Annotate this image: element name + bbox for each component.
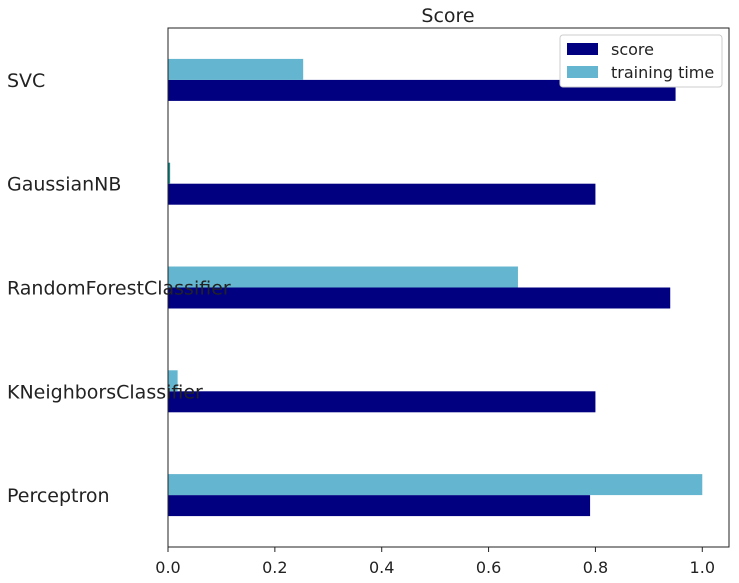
bar-score-perceptron [168, 495, 591, 517]
bar-score-randomforestclassifier [168, 287, 671, 309]
x-tick-label: 0.8 [583, 558, 608, 577]
bar-training-time-gaussiannb [168, 162, 171, 184]
x-tick-label: 0.4 [369, 558, 394, 577]
bar-score-kneighborsclassifier [168, 391, 596, 413]
bar-training-time-kneighborsclassifier [168, 370, 178, 392]
chart-title: Score [421, 5, 474, 27]
bar-score-gaussiannb [168, 183, 596, 205]
category-label-perceptron: Perceptron [7, 485, 110, 507]
bar-training-time-randomforestclassifier [168, 266, 518, 288]
category-label-gaussiannb: GaussianNB [7, 174, 121, 196]
legend: score training time [559, 34, 723, 88]
bar-training-time-perceptron [168, 474, 703, 496]
legend-swatch-score [567, 43, 598, 55]
category-label-svc: SVC [7, 70, 45, 92]
legend-label-score: score [611, 40, 654, 59]
bar-score-svc [168, 79, 676, 101]
legend-swatch-training-time [567, 66, 598, 78]
bar-training-time-svc [168, 58, 304, 80]
x-axis-ticks: 0.0 0.2 0.4 0.6 0.8 1.0 [155, 547, 715, 577]
legend-label-training-time: training time [611, 63, 714, 82]
x-tick-label: 0.2 [262, 558, 287, 577]
legend-frame [559, 34, 723, 88]
plot-frame [167, 27, 730, 548]
category-label-randomforestclassifier: RandomForestClassifier [7, 278, 231, 300]
x-tick-label: 1.0 [690, 558, 715, 577]
x-tick-label: 0.6 [476, 558, 501, 577]
category-label-kneighborsclassifier: KNeighborsClassifier [7, 381, 203, 403]
x-tick-label: 0.0 [155, 558, 180, 577]
category-labels: SVC GaussianNB RandomForestClassifier KNeig… [7, 70, 231, 507]
bars-layer [168, 58, 703, 517]
